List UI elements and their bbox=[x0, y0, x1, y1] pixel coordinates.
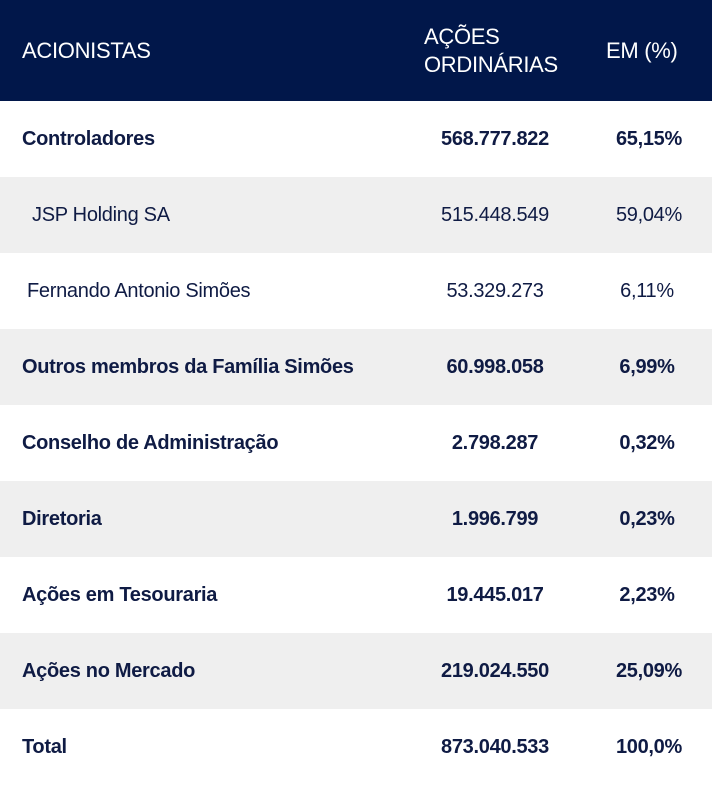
row-shares: 53.329.273 bbox=[446, 279, 544, 302]
row-name: Outros membros da Família Simões bbox=[22, 355, 354, 378]
row-percent: 65,15% bbox=[615, 127, 682, 150]
row-percent: 0,32% bbox=[619, 431, 675, 454]
table-row: JSP Holding SA 515.448.549 59,04% bbox=[0, 177, 712, 253]
row-shares: 219.024.550 bbox=[441, 659, 549, 682]
row-name: Ações no Mercado bbox=[22, 659, 196, 682]
row-shares: 1.996.799 bbox=[451, 507, 539, 530]
row-name: Total bbox=[22, 735, 67, 758]
header-acoes-ordinarias: AÇÕES ORDINÁRIAS bbox=[400, 23, 600, 79]
row-name: Ações em Tesouraria bbox=[22, 583, 218, 606]
row-percent: 100,0% bbox=[615, 735, 682, 758]
header-acoes-line1: AÇÕES bbox=[424, 23, 500, 49]
table-row: Controladores 568.777.822 65,15% bbox=[0, 101, 712, 177]
row-percent: 6,11% bbox=[620, 279, 674, 302]
row-percent: 0,23% bbox=[619, 507, 675, 530]
row-name: Fernando Antonio Simões bbox=[27, 279, 251, 302]
row-percent: 59,04% bbox=[615, 203, 682, 226]
row-shares: 873.040.533 bbox=[441, 735, 549, 758]
table-header: ACIONISTAS AÇÕES ORDINÁRIAS EM (%) bbox=[0, 0, 712, 101]
table-row: Ações no Mercado 219.024.550 25,09% bbox=[0, 633, 712, 709]
row-shares: 515.448.549 bbox=[441, 203, 549, 226]
table-row: Outros membros da Família Simões 60.998.… bbox=[0, 329, 712, 405]
table-row: Fernando Antonio Simões 53.329.273 6,11% bbox=[0, 253, 712, 329]
header-percent: EM (%) bbox=[606, 37, 678, 63]
table-row: Diretoria 1.996.799 0,23% bbox=[0, 481, 712, 557]
header-acoes-line2: ORDINÁRIAS bbox=[424, 51, 558, 77]
row-name: Conselho de Administração bbox=[22, 431, 279, 454]
row-percent: 25,09% bbox=[615, 659, 682, 682]
table-row: Ações em Tesouraria 19.445.017 2,23% bbox=[0, 557, 712, 633]
row-name: JSP Holding SA bbox=[32, 203, 170, 226]
row-name: Controladores bbox=[22, 127, 155, 150]
header-acionistas: ACIONISTAS bbox=[22, 37, 151, 63]
row-percent: 6,99% bbox=[619, 355, 675, 378]
row-name: Diretoria bbox=[22, 507, 102, 530]
table-row: Conselho de Administração 2.798.287 0,32… bbox=[0, 405, 712, 481]
table-row-total: Total 873.040.533 100,0% bbox=[0, 709, 712, 785]
row-shares: 568.777.822 bbox=[441, 127, 549, 150]
row-shares: 2.798.287 bbox=[451, 431, 539, 454]
row-percent: 2,23% bbox=[619, 583, 675, 606]
row-shares: 60.998.058 bbox=[446, 355, 544, 378]
row-shares: 19.445.017 bbox=[446, 583, 544, 606]
